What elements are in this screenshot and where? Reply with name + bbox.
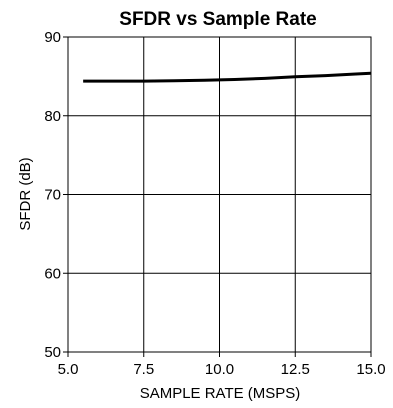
chart-title: SFDR vs Sample Rate [119,9,316,30]
y-tick-label: 80 [44,108,61,125]
x-axis-ticks: 5.0 7.5 10.0 12.5 15.0 [58,352,386,378]
x-tick-label: 5.0 [58,361,79,378]
y-axis-label: SFDR (dB) [17,157,34,230]
x-tick-label: 7.5 [133,361,154,378]
y-tick-label: 90 [44,29,61,46]
y-axis-ticks: 50 60 70 80 90 [44,29,68,361]
y-tick-label: 50 [44,344,61,361]
x-tick-label: 10.0 [205,361,234,378]
x-axis-label: SAMPLE RATE (MSPS) [140,385,301,402]
y-tick-label: 70 [44,187,61,204]
data-series [83,71,372,83]
y-tick-label: 60 [44,265,61,282]
x-tick-label: 15.0 [356,361,385,378]
grid-lines [68,37,371,352]
series-line [83,71,372,83]
x-tick-label: 12.5 [281,361,310,378]
